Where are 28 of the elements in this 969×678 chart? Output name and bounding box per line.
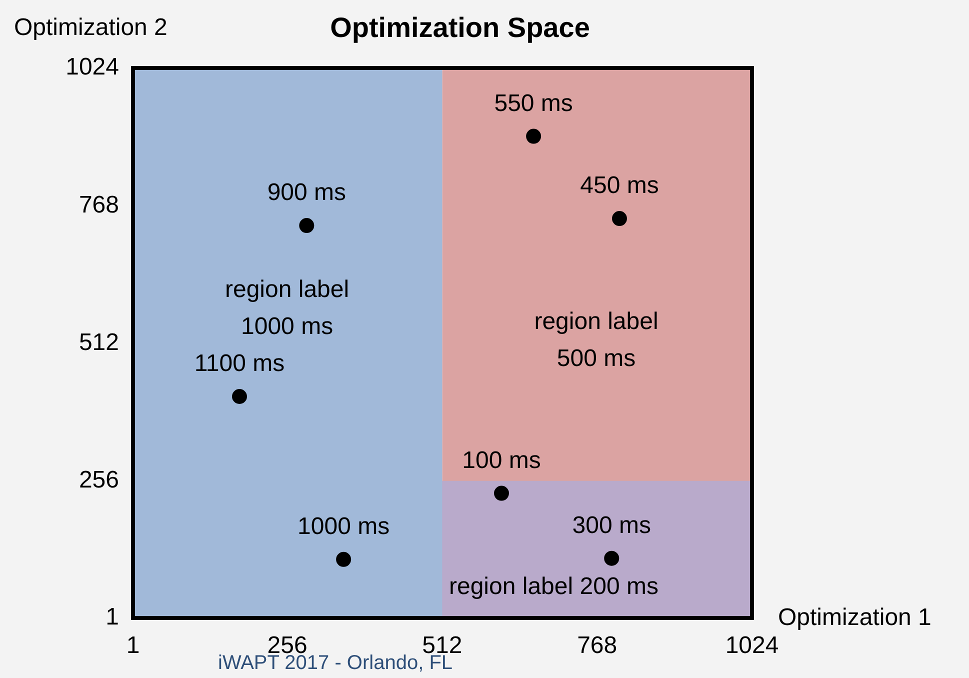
annotation: 1000 ms — [298, 513, 390, 540]
annotation: 900 ms — [267, 179, 346, 206]
band-label: region label 1000 ms — [225, 276, 350, 340]
point — [299, 218, 314, 234]
band-label: region label 500 ms — [534, 308, 658, 372]
y-tick-label: 768 — [78, 191, 119, 218]
y-tick-label: 512 — [78, 328, 119, 356]
point — [612, 211, 627, 226]
x-tick-label: 1024 — [725, 632, 779, 660]
annotation: 100 ms — [462, 446, 541, 474]
x-tick-label: 1 — [126, 632, 140, 660]
annotation: 450 ms — [580, 172, 659, 200]
x-tick-label: 768 — [577, 632, 618, 660]
annotation: 300 ms — [572, 512, 651, 539]
y-tick-label: 256 — [78, 466, 119, 494]
y-axis-title: Optimization 2 — [14, 14, 168, 42]
point — [604, 550, 620, 566]
annotation: 1100 ms — [194, 350, 285, 378]
point — [526, 128, 542, 144]
chart-title: Optimization Space — [329, 12, 591, 44]
x-axis-title: Optimization 1 — [778, 604, 932, 632]
y-tick-label: 1024 — [66, 54, 119, 81]
point — [494, 486, 509, 501]
annotation: 550 ms — [494, 90, 573, 117]
point — [336, 552, 352, 567]
point — [232, 388, 247, 404]
band-label: region label 200 ms — [448, 573, 658, 600]
y-tick-label: 1 — [106, 604, 119, 631]
